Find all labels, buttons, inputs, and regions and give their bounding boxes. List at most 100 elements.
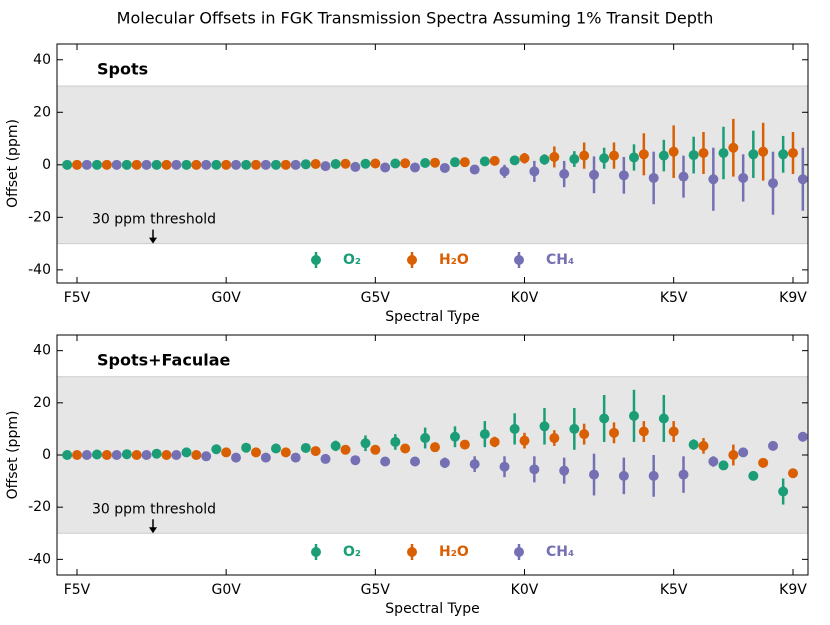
data-point bbox=[62, 450, 73, 460]
data-point bbox=[459, 157, 470, 168]
data-point bbox=[101, 450, 112, 460]
data-point bbox=[439, 162, 450, 173]
data-point bbox=[290, 452, 301, 463]
data-point bbox=[191, 159, 202, 170]
x-axis-label: Spectral Type bbox=[385, 309, 479, 325]
data-point bbox=[171, 159, 182, 170]
data-point bbox=[270, 443, 281, 454]
data-point bbox=[758, 146, 769, 157]
data-point bbox=[599, 413, 610, 424]
data-point bbox=[310, 159, 321, 170]
legend-marker bbox=[514, 547, 524, 557]
data-point bbox=[390, 158, 401, 169]
data-point bbox=[439, 457, 450, 468]
y-axis-label: Offset (ppm) bbox=[5, 119, 21, 208]
data-point bbox=[549, 151, 560, 162]
data-point bbox=[618, 470, 629, 481]
data-point bbox=[728, 142, 739, 153]
data-point bbox=[420, 157, 431, 168]
x-tick-label: G0V bbox=[211, 290, 241, 306]
legend-label: O₂ bbox=[343, 544, 361, 560]
annotation: 30 ppm threshold bbox=[92, 501, 216, 517]
x-tick-label: K9V bbox=[779, 582, 807, 598]
legend-marker bbox=[407, 547, 417, 557]
data-point bbox=[609, 150, 619, 161]
data-point bbox=[698, 147, 709, 158]
data-point bbox=[280, 447, 291, 458]
data-point bbox=[658, 413, 669, 424]
legend-marker bbox=[311, 255, 321, 265]
data-point bbox=[62, 159, 73, 170]
data-point bbox=[688, 439, 699, 450]
x-tick-label: K5V bbox=[660, 290, 688, 306]
data-point bbox=[121, 159, 132, 170]
data-point bbox=[519, 435, 530, 446]
data-point bbox=[91, 159, 102, 170]
data-point bbox=[479, 429, 490, 440]
data-point bbox=[430, 157, 440, 168]
data-point bbox=[151, 448, 162, 459]
x-tick-label: F5V bbox=[64, 290, 91, 306]
y-tick-label: -20 bbox=[28, 499, 51, 515]
figure-title: Molecular Offsets in FGK Transmission Sp… bbox=[117, 9, 714, 28]
data-point bbox=[658, 150, 669, 161]
data-point bbox=[300, 442, 311, 453]
data-point bbox=[370, 158, 381, 169]
arrow-head bbox=[149, 237, 157, 244]
data-point bbox=[290, 159, 301, 170]
data-point bbox=[758, 457, 769, 468]
data-point bbox=[469, 164, 480, 175]
data-point bbox=[251, 159, 261, 170]
data-point bbox=[678, 171, 689, 182]
legend-marker bbox=[311, 547, 321, 557]
y-tick-label: 20 bbox=[33, 104, 51, 120]
data-point bbox=[201, 159, 212, 170]
data-point bbox=[410, 162, 421, 173]
data-point bbox=[539, 421, 550, 432]
data-point bbox=[638, 149, 649, 160]
annotation: 30 ppm threshold bbox=[92, 212, 216, 228]
data-point bbox=[241, 159, 252, 170]
data-point bbox=[718, 460, 729, 471]
data-point bbox=[310, 446, 321, 457]
data-point bbox=[270, 159, 281, 170]
data-point bbox=[509, 423, 520, 434]
data-point bbox=[161, 159, 172, 170]
data-point bbox=[330, 440, 341, 451]
data-point bbox=[609, 427, 619, 438]
data-point bbox=[748, 149, 759, 160]
data-point bbox=[778, 486, 789, 497]
data-point bbox=[708, 456, 719, 467]
data-point bbox=[688, 150, 699, 161]
data-point bbox=[420, 433, 431, 444]
data-point bbox=[449, 431, 460, 442]
x-tick-label: K9V bbox=[779, 290, 807, 306]
data-point bbox=[569, 423, 580, 434]
data-point bbox=[788, 147, 798, 158]
data-point bbox=[648, 172, 659, 183]
x-tick-label: K5V bbox=[660, 582, 688, 598]
data-point bbox=[221, 159, 232, 170]
x-tick-label: G5V bbox=[361, 290, 391, 306]
data-point bbox=[360, 158, 371, 169]
y-tick-label: 40 bbox=[33, 343, 51, 359]
data-point bbox=[151, 159, 162, 170]
legend-marker bbox=[514, 255, 524, 265]
data-point bbox=[569, 154, 580, 165]
data-point bbox=[350, 161, 361, 172]
data-point bbox=[589, 469, 600, 480]
legend-marker bbox=[407, 255, 417, 265]
data-point bbox=[300, 159, 311, 170]
x-tick-label: K0V bbox=[511, 290, 539, 306]
data-point bbox=[91, 449, 102, 460]
data-point bbox=[131, 450, 142, 460]
data-point bbox=[221, 447, 232, 458]
data-point bbox=[708, 174, 719, 185]
legend-label: H₂O bbox=[439, 252, 469, 268]
data-point bbox=[618, 170, 629, 181]
data-point bbox=[380, 456, 391, 467]
data-point bbox=[330, 159, 341, 170]
data-point bbox=[797, 431, 808, 442]
data-point bbox=[499, 461, 510, 472]
